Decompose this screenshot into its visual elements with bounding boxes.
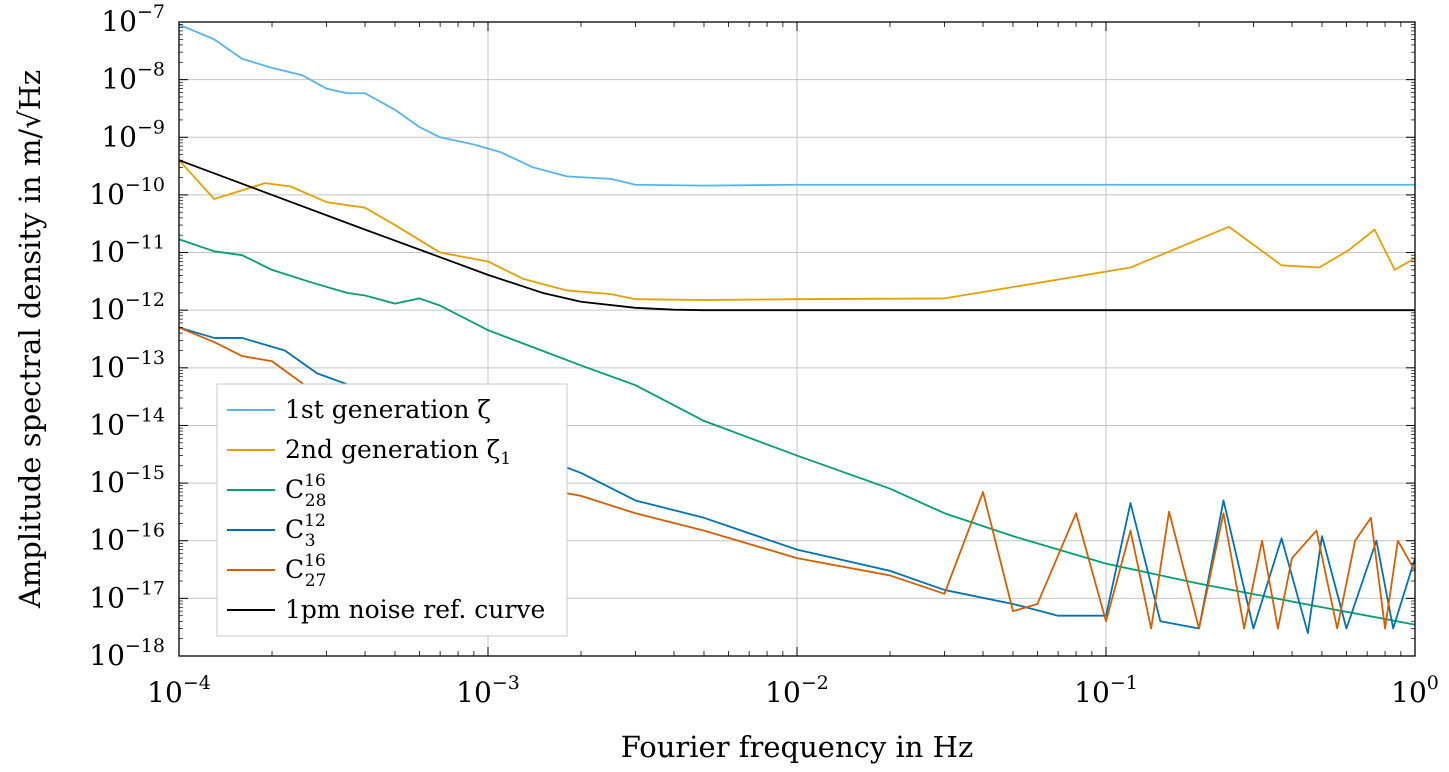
- legend-label-sup: 12: [304, 511, 326, 531]
- x-tick-exponent: 0: [1427, 672, 1439, 694]
- y-tick-exponent: −14: [125, 404, 165, 426]
- legend-label-sup: 16: [304, 471, 326, 491]
- y-tick-exponent: −8: [137, 59, 165, 81]
- y-tick-base: 10: [89, 236, 125, 269]
- y-tick-base: 10: [101, 120, 137, 153]
- y-tick-label: 10−18: [89, 635, 165, 672]
- x-tick-base: 10: [1074, 676, 1110, 709]
- y-tick-base: 10: [89, 466, 125, 499]
- legend-label-main: 1st generation ζ: [285, 395, 491, 424]
- legend-label-sub: 28: [305, 491, 327, 511]
- legend-label: C16 27: [285, 551, 326, 591]
- x-tick-exponent: −1: [1110, 672, 1138, 694]
- series-line: [179, 159, 1415, 312]
- y-tick-base: 10: [101, 63, 137, 96]
- x-tick-base: 10: [456, 676, 492, 709]
- y-tick-base: 10: [89, 178, 125, 211]
- y-tick-base: 10: [89, 351, 125, 384]
- x-tick-exponent: −2: [801, 672, 829, 694]
- y-tick-label: 10−11: [89, 232, 165, 269]
- y-tick-exponent: −11: [125, 232, 165, 254]
- x-tick-exponent: −3: [492, 672, 520, 694]
- legend-label-sub: 1: [500, 449, 511, 469]
- y-tick-exponent: −15: [125, 462, 165, 484]
- legend-label: C16 28: [285, 471, 326, 511]
- y-tick-exponent: −12: [125, 289, 165, 311]
- y-tick-labels: 10−710−810−910−1010−1110−1210−1310−1410−…: [89, 1, 165, 672]
- legend-label: 2nd generation ζ1: [285, 435, 511, 469]
- y-axis-title: Amplitude spectral density in m/√Hz: [13, 70, 47, 609]
- y-tick-exponent: −7: [137, 1, 165, 23]
- series-line: [179, 23, 1415, 187]
- x-tick-label: 10−4: [147, 672, 211, 709]
- y-tick-exponent: −16: [125, 520, 165, 542]
- y-tick-exponent: −10: [125, 174, 165, 196]
- legend-label-sub: 3: [305, 531, 316, 551]
- legend-label-main: 1pm noise ref. curve: [285, 595, 545, 624]
- x-tick-label: 10−3: [456, 672, 520, 709]
- axis-ticks: [178, 21, 1416, 657]
- y-tick-base: 10: [89, 293, 125, 326]
- x-tick-base: 10: [147, 676, 183, 709]
- series-line: [179, 159, 1415, 301]
- y-tick-base: 10: [89, 524, 125, 557]
- legend-label-main: C: [285, 475, 304, 504]
- x-tick-base: 10: [765, 676, 801, 709]
- y-tick-label: 10−9: [101, 116, 165, 153]
- legend-label-main: 2nd generation ζ: [285, 435, 500, 464]
- x-axis-title: Fourier frequency in Hz: [621, 730, 973, 764]
- y-tick-exponent: −17: [125, 577, 165, 599]
- x-tick-base: 10: [1391, 676, 1427, 709]
- y-tick-exponent: −9: [137, 116, 165, 138]
- x-tick-label: 10−1: [1074, 672, 1138, 709]
- y-tick-label: 10−8: [101, 59, 165, 96]
- x-tick-label: 100: [1391, 672, 1439, 709]
- legend-label-sub: 27: [305, 571, 327, 591]
- y-tick-label: 10−16: [89, 520, 165, 557]
- y-tick-label: 10−15: [89, 462, 165, 499]
- y-tick-label: 10−13: [89, 347, 165, 384]
- y-tick-label: 10−7: [101, 1, 165, 38]
- legend-label: 1st generation ζ: [285, 395, 491, 424]
- x-tick-exponent: −4: [183, 672, 211, 694]
- y-tick-label: 10−17: [89, 577, 165, 614]
- legend-label: 1pm noise ref. curve: [285, 595, 545, 624]
- y-tick-exponent: −13: [125, 347, 165, 369]
- y-tick-base: 10: [89, 639, 125, 672]
- y-tick-base: 10: [101, 5, 137, 38]
- y-tick-base: 10: [89, 408, 125, 441]
- legend-label-main: C: [285, 515, 304, 544]
- y-tick-exponent: −18: [125, 635, 165, 657]
- legend-label: C12 3: [285, 511, 326, 551]
- y-tick-label: 10−10: [89, 174, 165, 211]
- x-tick-labels: 10−4 10−3 10−2 10−1 100: [147, 672, 1439, 709]
- legend-label-sup: 16: [304, 551, 326, 571]
- x-tick-label: 10−2: [765, 672, 829, 709]
- legend-box: [216, 383, 568, 637]
- y-tick-label: 10−14: [89, 404, 165, 441]
- y-tick-label: 10−12: [89, 289, 165, 326]
- legend-label-main: C: [285, 555, 304, 584]
- y-tick-base: 10: [89, 581, 125, 614]
